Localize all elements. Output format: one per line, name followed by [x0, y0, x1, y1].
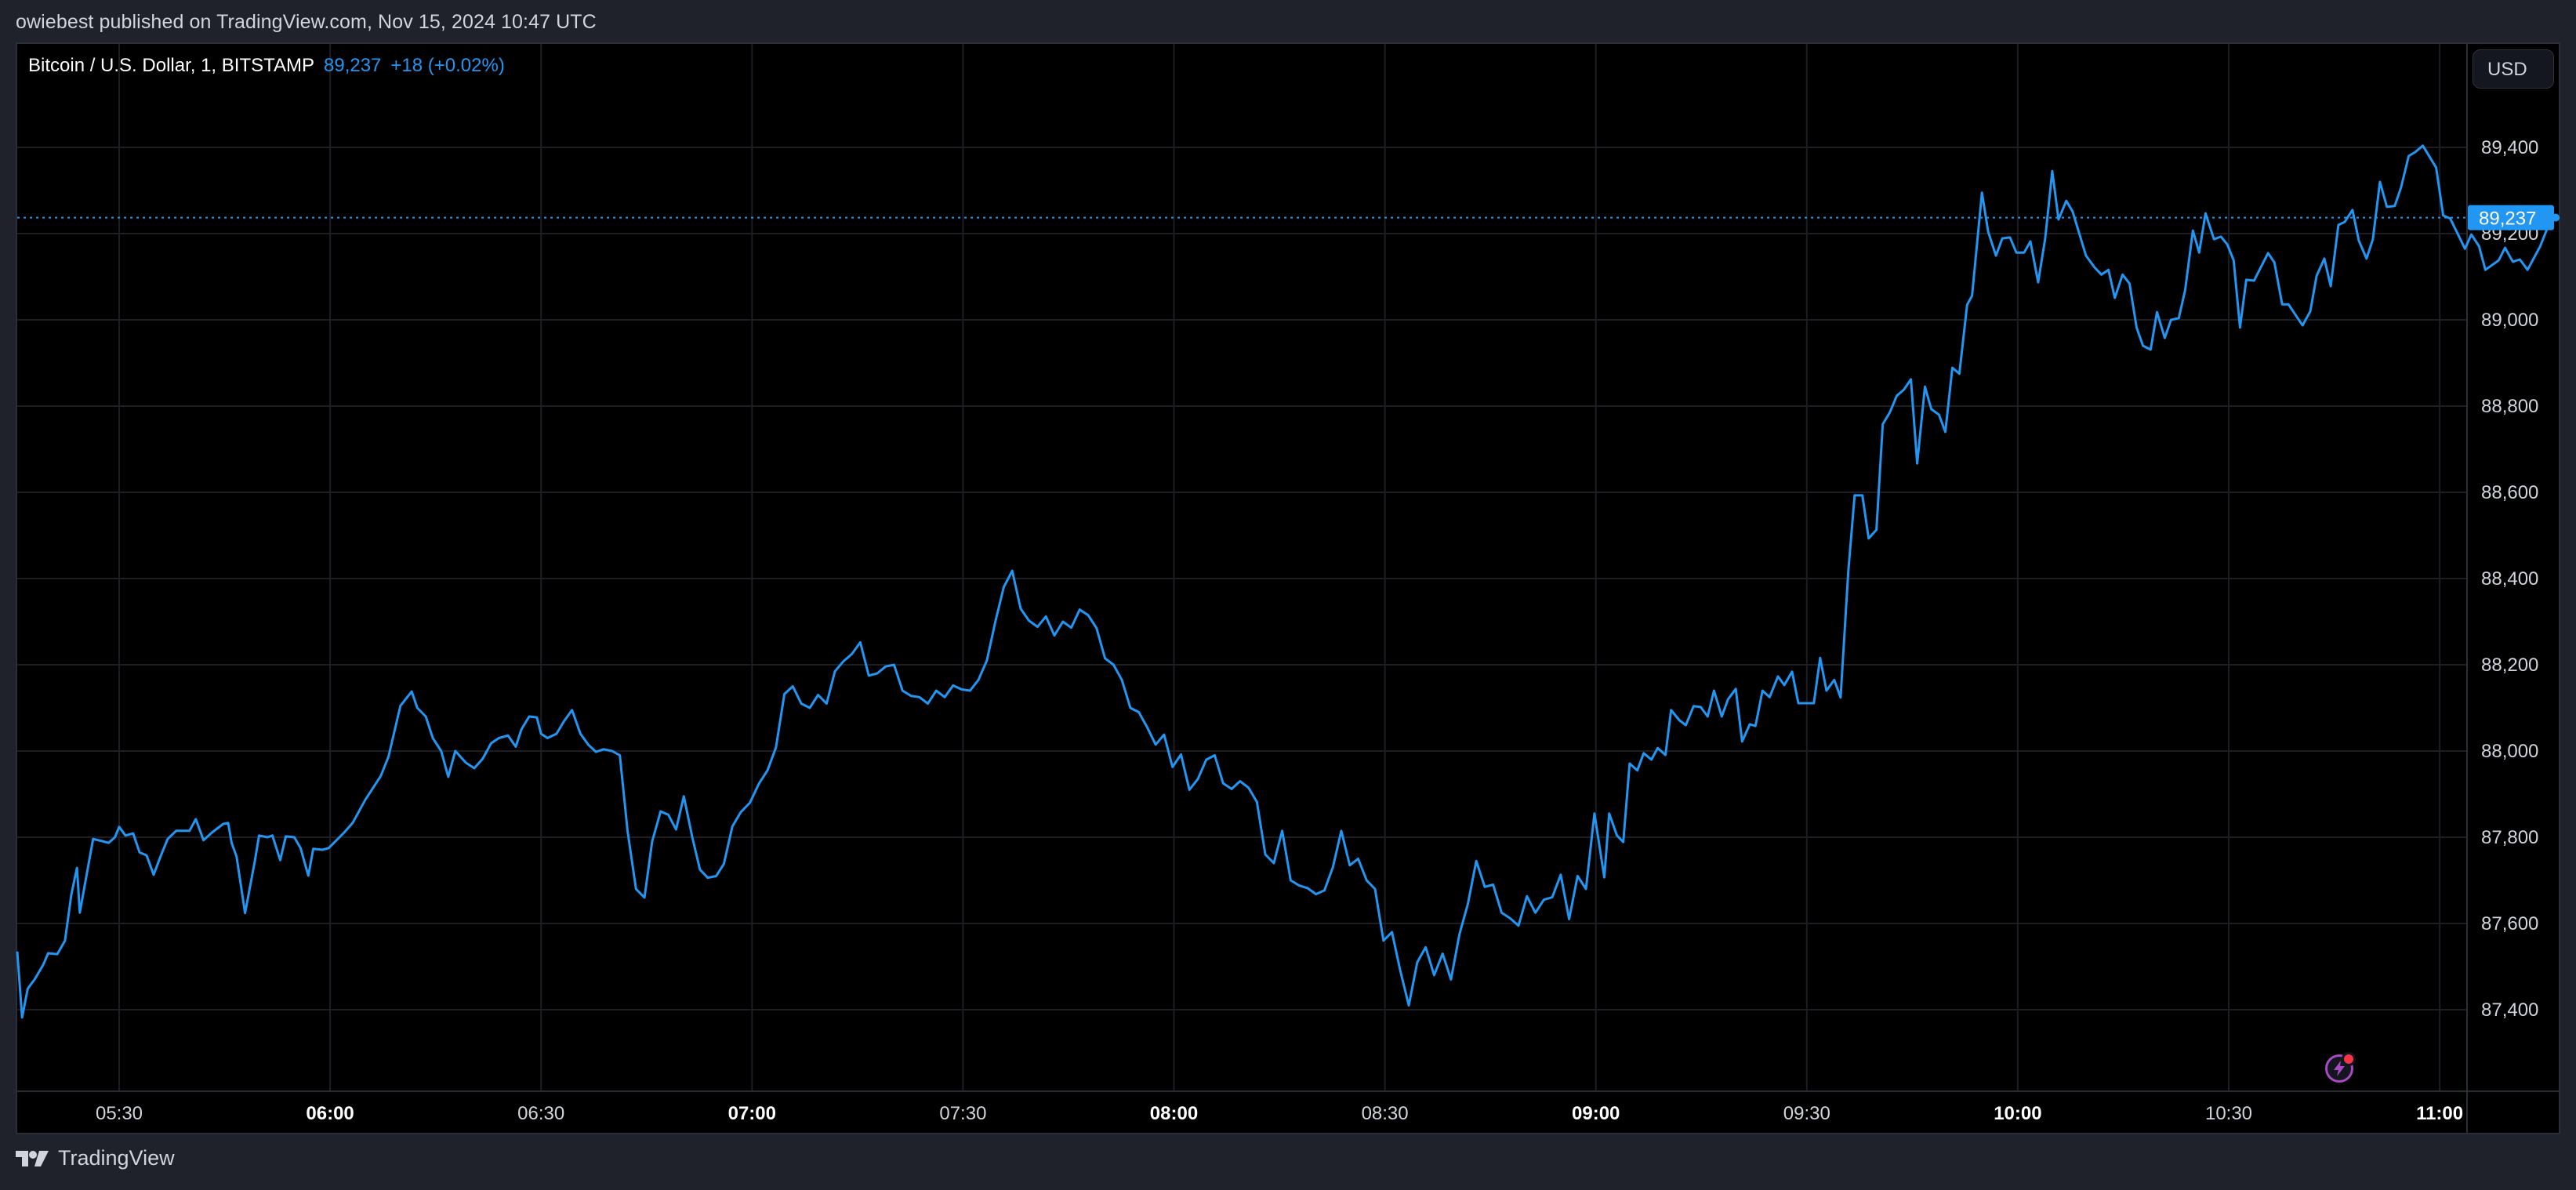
price-axis[interactable]: 89,40089,20089,00088,80088,60088,40088,2… [2481, 137, 2538, 1021]
time-axis-label: 09:30 [1783, 1103, 1830, 1124]
publish-attribution: owiebest published on TradingView.com, N… [16, 11, 597, 33]
lightning-bolt-icon [2334, 1061, 2345, 1076]
time-axis-label: 10:00 [1994, 1103, 2041, 1124]
time-axis-label: 10:30 [2205, 1103, 2252, 1124]
time-axis-label: 06:30 [517, 1103, 564, 1124]
lightning-alert-icon[interactable] [2325, 1052, 2356, 1083]
last-price-tag: 89,237 [2468, 205, 2554, 230]
time-axis-label: 07:30 [939, 1103, 986, 1124]
price-axis-label: 88,200 [2481, 655, 2538, 676]
symbol-title: Bitcoin / U.S. Dollar, 1, BITSTAMP [28, 55, 314, 76]
time-axis-label: 07:00 [728, 1103, 776, 1124]
symbol-legend[interactable]: Bitcoin / U.S. Dollar, 1, BITSTAMP 89,237… [28, 55, 505, 77]
price-axis-label: 87,800 [2481, 827, 2538, 848]
time-axis-label: 06:00 [306, 1103, 354, 1124]
currency-button[interactable]: USD [2473, 49, 2554, 89]
brand-name: TradingView [58, 1146, 175, 1170]
svg-text:89,237: 89,237 [2479, 209, 2536, 230]
price-change: +18 (+0.02%) [390, 55, 505, 76]
chart-panel[interactable] [16, 42, 2560, 1134]
price-axis-label: 89,400 [2481, 137, 2538, 158]
time-axis-label: 08:00 [1150, 1103, 1198, 1124]
price-axis-label: 87,400 [2481, 1000, 2538, 1021]
price-line [16, 144, 2557, 1019]
time-axis-label: 11:00 [2416, 1103, 2463, 1124]
time-axis-label: 05:30 [96, 1103, 143, 1124]
price-axis-label: 88,800 [2481, 396, 2538, 417]
price-axis-label: 88,400 [2481, 568, 2538, 590]
price-axis-label: 88,600 [2481, 482, 2538, 503]
last-price-value: 89,237 [324, 55, 382, 76]
price-axis-label: 89,000 [2481, 310, 2538, 331]
grid-lines [17, 44, 2466, 1090]
time-axis-label: 09:00 [1572, 1103, 1620, 1124]
tradingview-logo-icon [16, 1150, 49, 1166]
price-axis-label: 87,600 [2481, 913, 2538, 934]
price-axis-label: 88,000 [2481, 741, 2538, 762]
footer-brand[interactable]: TradingView [16, 1146, 175, 1170]
time-axis[interactable]: 05:30 06:00 06:30 07:00 07:30 08:00 08:30 09:00… [96, 1103, 2463, 1124]
time-axis-label: 08:30 [1362, 1103, 1409, 1124]
notification-dot [2342, 1052, 2356, 1066]
